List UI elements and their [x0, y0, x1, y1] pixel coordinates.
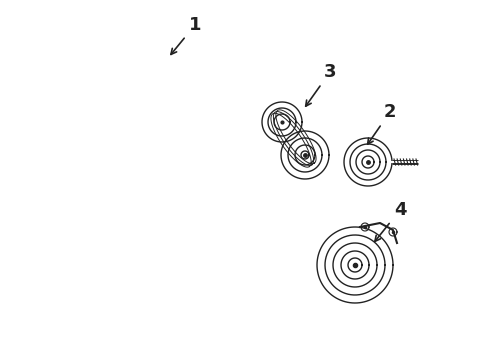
Text: 4: 4 [375, 201, 406, 241]
Text: 3: 3 [306, 63, 336, 106]
Text: 2: 2 [368, 103, 396, 144]
Text: 1: 1 [171, 16, 201, 54]
